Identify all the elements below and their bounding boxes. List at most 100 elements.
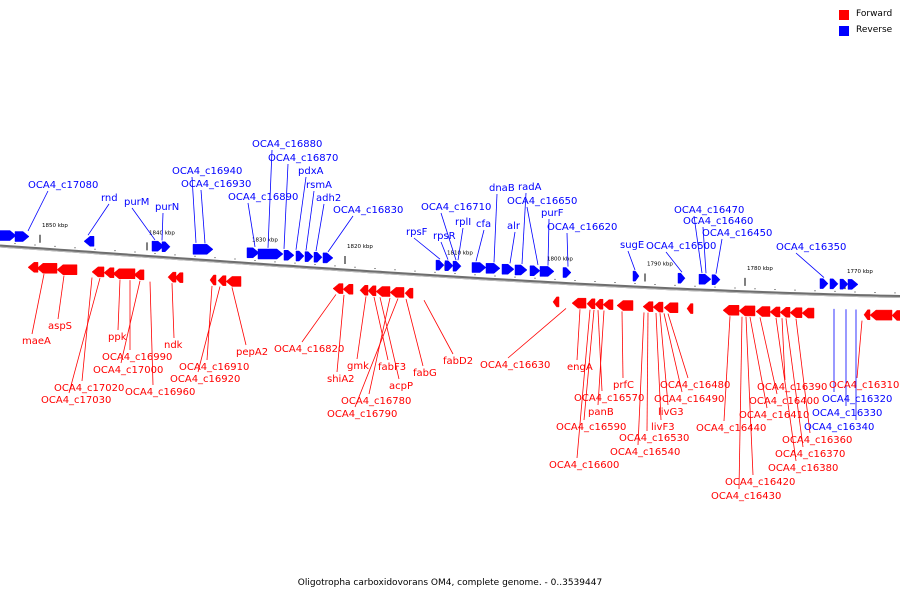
- gene-label-oca4-c16990: OCA4_c16990: [102, 352, 172, 363]
- gene-label-line: [597, 310, 603, 392]
- gene-label-line: [795, 318, 811, 434]
- gene-label-line: [200, 189, 206, 244]
- gene-label-oca4-c16430: OCA4_c16430: [711, 491, 781, 502]
- reverse-gene-arrow: [435, 259, 445, 271]
- tick-label-1780-kbp: 1780 kbp: [747, 266, 773, 272]
- tick-label-1820-kbp: 1820 kbp: [347, 244, 373, 250]
- gene-label-oca4-c16350: OCA4_c16350: [776, 242, 846, 253]
- gene-label-rada: radA: [518, 182, 542, 193]
- gene-label-line: [295, 176, 307, 250]
- gene-label-line: [493, 193, 498, 263]
- forward-gene-arrow: [552, 296, 560, 308]
- forward-gene-arrow: [174, 272, 184, 283]
- gene-label-line: [161, 212, 164, 241]
- gene-label-line: [283, 163, 289, 249]
- reverse-gene-arrow: [295, 250, 305, 262]
- gene-label-oca4-c16590: OCA4_c16590: [556, 422, 626, 433]
- gene-label-line: [267, 149, 273, 248]
- gene-label-rnd: rnd: [101, 193, 118, 204]
- gene-label-line: [702, 226, 707, 274]
- reverse-gene-arrow: [839, 278, 849, 290]
- gene-label-purf: purF: [541, 208, 564, 219]
- gene-label-oca4-c16890: OCA4_c16890: [228, 192, 298, 203]
- gene-label-line: [27, 190, 49, 232]
- gene-label-oca4-c16790: OCA4_c16790: [327, 409, 397, 420]
- gene-label-line: [723, 316, 731, 422]
- gene-label-line: [57, 275, 65, 320]
- forward-gene-arrow: [755, 306, 771, 317]
- gene-label-line: [327, 215, 354, 253]
- forward-gene-arrow: [722, 305, 740, 316]
- forward-gene-arrow: [112, 268, 136, 280]
- gene-label-line: [583, 309, 595, 421]
- reverse-gene-arrow: [819, 278, 829, 289]
- gene-label-ppk: ppk: [108, 332, 127, 343]
- gene-label-livg3: livG3: [658, 407, 684, 418]
- forward-gene-arrow: [91, 266, 105, 278]
- gene-label-fabd2: fabD2: [443, 356, 473, 367]
- gene-label-oca4-c16630: OCA4_c16630: [480, 360, 550, 371]
- gene-label-line: [576, 309, 581, 361]
- gene-label-oca4-c16450: OCA4_c16450: [702, 228, 772, 239]
- gene-label-line: [509, 231, 516, 264]
- gene-label-line: [231, 287, 247, 346]
- gene-label-line: [131, 207, 156, 241]
- reverse-gene-arrow: [161, 241, 171, 252]
- forward-gene-arrow: [342, 283, 354, 295]
- reverse-gene-arrow: [151, 240, 165, 252]
- reverse-gene-arrow: [677, 272, 686, 284]
- gene-label-purn: purN: [155, 202, 179, 213]
- gene-label-line: [738, 316, 743, 490]
- gene-label-alr: alr: [507, 221, 521, 232]
- reverse-gene-arrow: [562, 267, 572, 278]
- gene-label-oca4-c16390: OCA4_c16390: [757, 382, 827, 393]
- gene-label-rpli: rplI: [455, 217, 471, 228]
- gene-label-line: [191, 176, 197, 243]
- gene-label-line: [171, 283, 175, 339]
- gene-label-line: [31, 274, 45, 335]
- gene-label-line: [87, 203, 110, 236]
- gene-label-oca4-c17080: OCA4_c17080: [28, 180, 98, 191]
- gene-label-line: [197, 286, 221, 373]
- gene-label-maea: maeA: [22, 336, 51, 347]
- reverse-gene-arrow: [829, 278, 839, 290]
- forward-gene-arrow: [56, 264, 78, 275]
- forward-swatch: [839, 10, 849, 20]
- gene-label-oca4-c16710: OCA4_c16710: [421, 202, 491, 213]
- gene-label-oca4-c16310: OCA4_c16310: [829, 380, 899, 391]
- reverse-gene-arrow: [246, 247, 260, 259]
- gene-label-line: [781, 318, 786, 381]
- forward-gene-arrow: [616, 300, 634, 311]
- forward-gene-arrow: [375, 286, 391, 297]
- gene-label-line: [667, 313, 689, 379]
- gene-label-line: [665, 251, 683, 273]
- forward-gene-arrow: [594, 298, 604, 310]
- gene-label-line: [379, 297, 400, 380]
- gene-label-shia2: shiA2: [327, 374, 355, 385]
- tick-label-1800-kbp: 1800 kbp: [547, 256, 573, 262]
- forward-gene-arrow: [789, 307, 803, 318]
- gene-label-line: [715, 238, 723, 274]
- forward-gene-arrow: [779, 307, 791, 318]
- gene-label-livf3: livF3: [651, 422, 675, 433]
- gene-label-oca4-c16500: OCA4_c16500: [646, 241, 716, 252]
- gene-label-line: [526, 206, 539, 266]
- gene-label-oca4-c16910: OCA4_c16910: [179, 362, 249, 373]
- reverse-gene-arrow: [14, 231, 30, 242]
- gene-label-oca4-c16460: OCA4_c16460: [683, 216, 753, 227]
- gene-label-line: [405, 298, 424, 367]
- forward-gene-arrow: [133, 269, 145, 281]
- forward-gene-arrow: [863, 309, 871, 321]
- forward-gene-arrow: [686, 303, 694, 314]
- reverse-gene-arrow: [83, 236, 95, 247]
- gene-label-oca4-c16880: OCA4_c16880: [252, 139, 322, 150]
- gene-label-line: [597, 310, 605, 406]
- gene-label-line: [663, 313, 683, 393]
- gene-label-rpsf: rpsF: [406, 227, 428, 238]
- forward-gene-arrow: [27, 262, 39, 273]
- gene-label-line: [749, 316, 768, 409]
- gene-label-panb: panB: [588, 407, 614, 418]
- gene-label-line: [81, 277, 93, 382]
- gene-label-acpp: acpP: [389, 381, 413, 392]
- reverse-gene-arrow: [0, 230, 17, 241]
